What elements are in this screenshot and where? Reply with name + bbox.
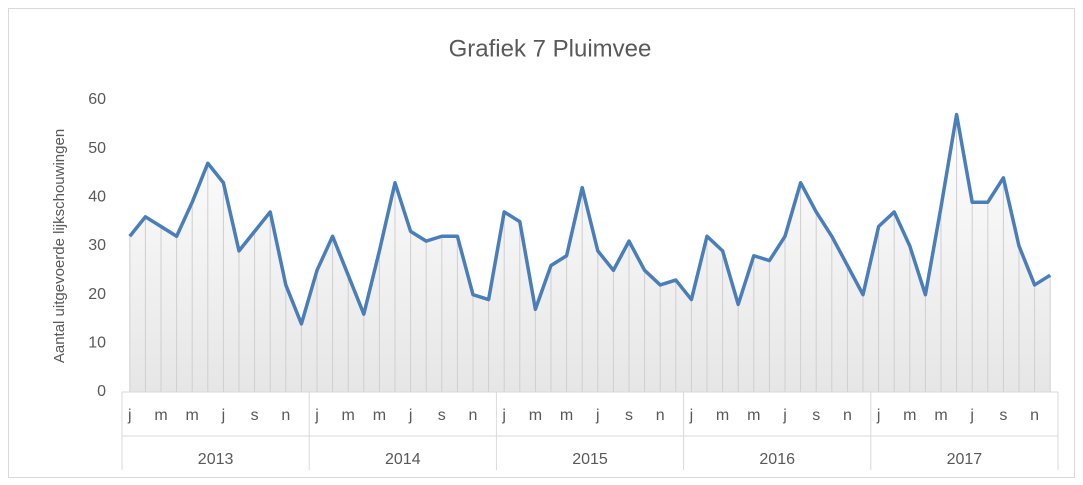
x-tick-label: j: [969, 407, 974, 424]
x-tick-label: j: [127, 407, 132, 424]
x-tick-label: n: [281, 407, 290, 424]
x-tick-label: j: [221, 407, 226, 424]
x-tick-label: s: [625, 407, 633, 424]
x-tick-label: m: [186, 407, 199, 424]
x-tick-label: j: [876, 407, 881, 424]
x-tick-label: s: [999, 407, 1007, 424]
x-tick-label: m: [154, 407, 167, 424]
x-tick-label: s: [438, 407, 446, 424]
x-tick-label: m: [903, 407, 916, 424]
x-tick-label: m: [342, 407, 355, 424]
group-label: 2016: [759, 451, 795, 468]
x-tick-label: m: [373, 407, 386, 424]
group-label: 2017: [947, 451, 983, 468]
y-tick-label: 40: [88, 189, 106, 206]
x-tick-label: s: [812, 407, 820, 424]
group-label: 2013: [198, 451, 234, 468]
x-tick-label: m: [716, 407, 729, 424]
x-tick-label: j: [595, 407, 600, 424]
y-tick-label: 0: [97, 383, 106, 400]
x-tick-label: n: [1030, 407, 1039, 424]
x-tick-label: m: [747, 407, 760, 424]
y-tick-label: 20: [88, 286, 106, 303]
x-tick-label: s: [251, 407, 259, 424]
group-label: 2015: [572, 451, 608, 468]
y-tick-label: 10: [88, 335, 106, 352]
x-tick-label: j: [408, 407, 413, 424]
y-tick-label: 60: [88, 91, 106, 108]
y-tick-label: 50: [88, 140, 106, 157]
x-tick-label: j: [689, 407, 694, 424]
area-fill: [129, 114, 1051, 392]
x-tick-label: j: [782, 407, 787, 424]
line: [128, 112, 1052, 326]
x-tick-label: n: [656, 407, 665, 424]
x-tick-label: n: [843, 407, 852, 424]
x-tick-label: m: [934, 407, 947, 424]
chart-title: Grafiek 7 Pluimvee: [449, 35, 652, 62]
x-tick-label: j: [314, 407, 319, 424]
y-axis-label: Aantal uitgevoerde lijkschouwingen: [51, 129, 68, 363]
x-tick-label: j: [501, 407, 506, 424]
group-label: 2014: [385, 451, 421, 468]
y-tick-label: 30: [88, 237, 106, 254]
x-tick-label: m: [529, 407, 542, 424]
x-tick-label: n: [469, 407, 478, 424]
x-tick-label: m: [560, 407, 573, 424]
